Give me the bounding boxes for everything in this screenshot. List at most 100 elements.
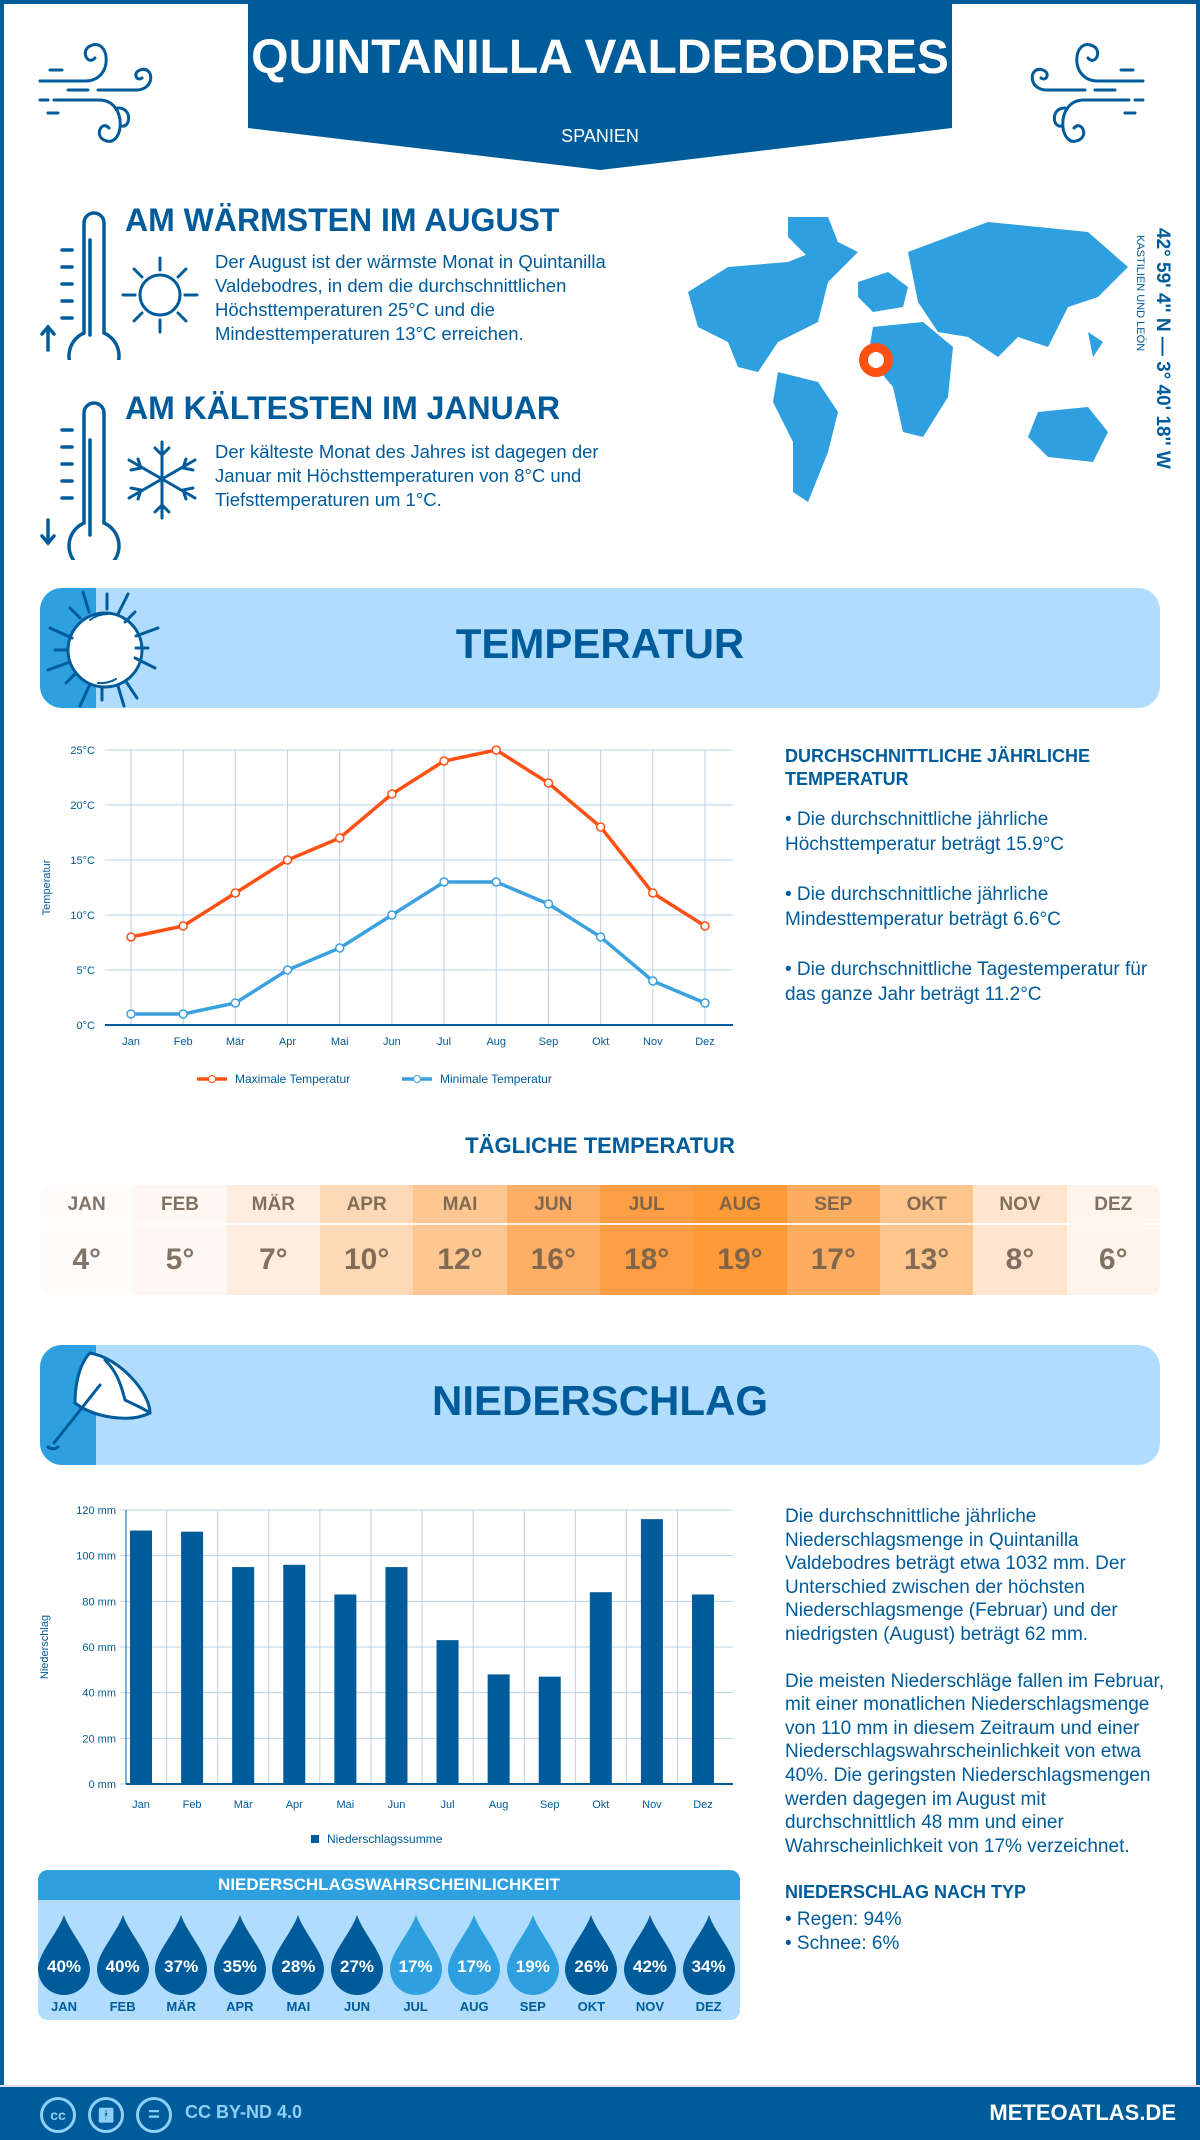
y-axis-label: Niederschlag xyxy=(39,1615,51,1679)
raindrop-icon xyxy=(96,1915,149,1995)
daily-month: AUG xyxy=(693,1185,787,1225)
y-tick-label: 0 mm xyxy=(89,1779,117,1791)
data-point xyxy=(334,943,345,953)
raindrop-icon xyxy=(389,1915,442,1995)
data-point xyxy=(700,921,710,931)
probability-value: 27% xyxy=(339,1957,375,1976)
daily-value: 13° xyxy=(903,1243,950,1276)
by-person-icon: 🚹︎ xyxy=(88,2097,124,2133)
daily-value: 18° xyxy=(623,1243,670,1276)
x-tick-label: Jul xyxy=(441,1799,455,1811)
bar-Nov xyxy=(640,1519,663,1784)
daily-temperature-table: JAN 4° FEB 5° MÄR 7° APR 10° MAI 12° JUN 16° JUL 18° A… xyxy=(40,1185,1160,1295)
probability-value: 34% xyxy=(691,1957,726,1976)
raindrop-icon xyxy=(506,1915,559,1995)
daily-month: DEZ xyxy=(1066,1185,1160,1225)
probability-drop: 37% MÄR xyxy=(153,1915,209,2014)
data-point xyxy=(543,778,554,788)
daily-value: 12° xyxy=(437,1243,483,1276)
precipitation-chart: 0 mm 20 mm 40 mm 60 mm 80 mm 100 mm 120 mm Jan F… xyxy=(39,1505,733,1846)
x-tick-label: Sep xyxy=(539,1036,559,1048)
probability-month: JAN xyxy=(50,1999,77,2014)
probability-value: 19% xyxy=(515,1957,550,1976)
bar-Okt xyxy=(589,1592,612,1784)
daily-value: 17° xyxy=(810,1243,856,1276)
temperature-chart: 0°C 5°C 10°C 15°C 20°C 25°C Jan Feb Mär Apr Mai Jun… xyxy=(41,745,733,1086)
data-point xyxy=(648,888,658,898)
thermometer-warm-icon xyxy=(40,211,121,360)
precip-type-rain: • Regen: 94% xyxy=(785,1909,902,1931)
x-tick-label: Aug xyxy=(486,1036,506,1048)
bar-Jun xyxy=(385,1567,408,1784)
warmest-text: Der August ist der wärmste Monat in Quin… xyxy=(215,251,606,344)
daily-column: APR 10° xyxy=(319,1185,414,1295)
y-tick-label: 120 mm xyxy=(76,1505,116,1517)
probability-drop: 35% APR xyxy=(212,1915,268,2014)
probability-month: FEB xyxy=(109,1999,136,2014)
probability-value: 40% xyxy=(105,1957,140,1976)
x-tick-label: Mai xyxy=(331,1036,349,1048)
data-point xyxy=(230,998,241,1008)
daily-column: DEZ 6° xyxy=(1066,1185,1160,1295)
data-point xyxy=(178,921,188,931)
data-point xyxy=(230,888,241,898)
probability-month: APR xyxy=(226,1999,254,2014)
precipitation-summary: Die durchschnittliche jährliche Niedersc… xyxy=(785,1505,1175,1956)
data-point xyxy=(334,833,345,843)
footer: cc 🚹︎ = CC BY-ND 4.0 METEOATLAS.DE xyxy=(0,2085,1200,2140)
precipitation-banner: NIEDERSCHLAG xyxy=(40,1345,1160,1465)
probability-value: 42% xyxy=(632,1957,668,1976)
probability-month: MÄR xyxy=(166,1999,196,2014)
raindrop-icon xyxy=(213,1915,266,1995)
daily-month: JUN xyxy=(506,1185,600,1225)
daily-month: JUL xyxy=(599,1185,694,1225)
probability-month: SEP xyxy=(519,1999,546,2014)
daily-value: 10° xyxy=(343,1243,390,1276)
daily-temperature-title: TÄGLICHE TEMPERATUR xyxy=(465,1133,735,1158)
raindrop-icon xyxy=(38,1915,90,1995)
y-tick-label: 0°C xyxy=(77,1020,96,1032)
data-point xyxy=(282,855,293,865)
probability-title: NIEDERSCHLAGSWAHRSCHEINLICHKEIT xyxy=(38,1870,740,1900)
probability-value: 40% xyxy=(46,1957,82,1976)
bar-Aug xyxy=(487,1674,510,1784)
raindrop-icon xyxy=(331,1915,383,1995)
daily-value: 16° xyxy=(530,1243,576,1276)
daily-value: 7° xyxy=(258,1243,288,1276)
x-tick-label: Sep xyxy=(540,1799,560,1811)
probability-drop: 40% FEB xyxy=(95,1915,151,2014)
page-title: QUINTANILLA VALDEBODRES xyxy=(251,31,949,84)
x-tick-label: Feb xyxy=(174,1036,193,1048)
x-tick-label: Jul xyxy=(437,1036,451,1048)
y-tick-label: 80 mm xyxy=(82,1596,116,1608)
x-tick-label: Mär xyxy=(226,1036,245,1048)
snowflake-icon xyxy=(127,440,197,520)
data-point xyxy=(439,756,449,766)
data-point xyxy=(491,745,502,755)
daily-value: 5° xyxy=(165,1243,195,1276)
probability-drop: 26% OKT xyxy=(563,1915,619,2014)
world-map xyxy=(688,217,1128,502)
probability-value: 35% xyxy=(222,1957,257,1976)
raindrop-icon xyxy=(682,1915,735,1995)
daily-column: JUL 18° xyxy=(599,1185,694,1295)
legend-label: Minimale Temperatur xyxy=(440,1072,552,1086)
raindrop-icon xyxy=(565,1915,618,1995)
y-tick-label: 100 mm xyxy=(76,1551,116,1563)
sun-icon xyxy=(121,256,199,334)
x-tick-label: Jun xyxy=(388,1799,406,1811)
nd-equals-icon: = xyxy=(136,2097,172,2133)
sun-banner-icon xyxy=(46,590,160,708)
annual-min-text: • Die durchschnittliche jährliche Mindes… xyxy=(785,884,1061,930)
daily-month: JAN xyxy=(40,1185,134,1225)
bar-Dez xyxy=(692,1594,714,1784)
site-link[interactable]: METEOATLAS.DE xyxy=(989,2100,1176,2125)
x-tick-label: Apr xyxy=(286,1799,303,1811)
data-point xyxy=(700,998,710,1008)
legend-marker xyxy=(413,1075,421,1083)
daily-column: FEB 5° xyxy=(133,1185,227,1295)
probability-drop: 40% JAN xyxy=(38,1915,92,2014)
x-tick-label: Okt xyxy=(592,1799,609,1811)
daily-column: JAN 4° xyxy=(40,1185,134,1295)
data-point xyxy=(543,899,554,909)
